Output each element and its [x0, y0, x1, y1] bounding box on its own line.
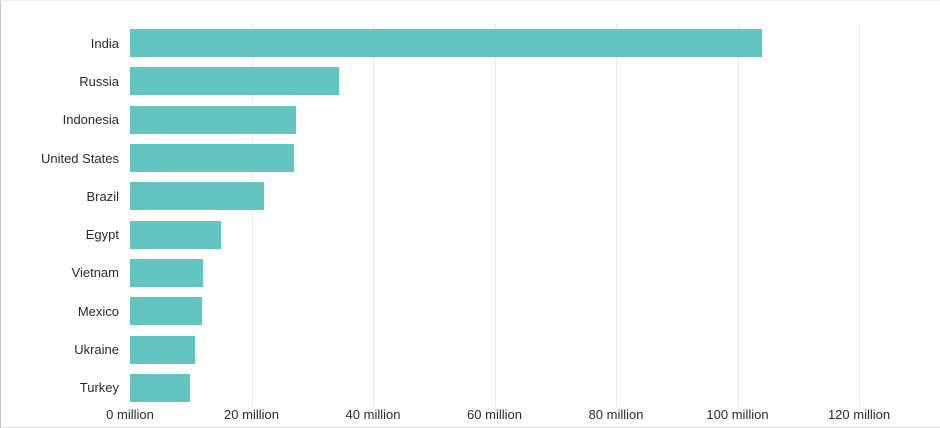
bar-indonesia[interactable] [130, 105, 296, 134]
category-label: Turkey [79, 380, 119, 396]
bar-row: India [1, 24, 940, 62]
bar-track [130, 215, 940, 253]
bar-row: Russia [1, 62, 940, 100]
bar-row: Turkey [1, 369, 940, 407]
bar-row: Mexico [1, 292, 940, 330]
bar-turkey[interactable] [130, 373, 190, 402]
gridline [373, 24, 374, 407]
category-label: Indonesia [62, 112, 119, 128]
category-label: United States [40, 150, 119, 166]
x-tick-label: 20 million [224, 407, 279, 422]
bar-track [130, 177, 940, 215]
category-label: Russia [79, 73, 119, 89]
bar-ukraine[interactable] [130, 335, 195, 364]
bar-track [130, 254, 940, 292]
bar-india[interactable] [130, 29, 762, 58]
bar-track [130, 24, 940, 62]
bar-egypt[interactable] [130, 220, 222, 249]
bar-brazil[interactable] [130, 182, 265, 211]
gridline [251, 24, 253, 407]
bar-vietnam[interactable] [130, 258, 203, 287]
bar-row: Brazil [1, 177, 940, 215]
gridline [737, 24, 739, 407]
category-label: Egypt [85, 227, 119, 243]
bar-track [130, 292, 940, 330]
x-tick-label: 100 million [706, 407, 769, 422]
bar-track [130, 101, 940, 139]
bar-track [130, 369, 940, 407]
x-tick-label: 40 million [345, 407, 401, 422]
bar-row: Ukraine [1, 330, 940, 368]
bar-track [130, 139, 940, 177]
gridline [616, 24, 617, 407]
bar-track [130, 330, 940, 368]
x-tick-label: 120 million [827, 407, 891, 422]
x-tick-label: 60 million [467, 407, 522, 422]
gridline [494, 24, 496, 407]
x-axis: 0 million 20 million 40 million 60 million 8… [106, 405, 940, 425]
bar-track [130, 62, 940, 100]
bar-row: United States [1, 139, 940, 177]
category-label: India [90, 35, 119, 51]
bar-row: Indonesia [1, 101, 940, 139]
bar-row: Vietnam [1, 254, 940, 292]
bar-russia[interactable] [130, 67, 339, 96]
bar-mexico[interactable] [130, 297, 202, 326]
gridline [859, 24, 861, 407]
category-label: Brazil [86, 188, 119, 204]
category-label: Mexico [77, 303, 119, 319]
x-tick-label: 80 million [588, 407, 644, 422]
x-tick-label: 0 million [106, 407, 154, 422]
gridlines [130, 24, 940, 407]
bar-rows: India Russia Indonesia United States Brazil E… [1, 24, 940, 407]
bar-united-states[interactable] [130, 144, 295, 173]
bar-row: Egypt [1, 215, 940, 253]
category-label: Vietnam [71, 265, 119, 281]
category-label: Ukraine [74, 342, 119, 358]
